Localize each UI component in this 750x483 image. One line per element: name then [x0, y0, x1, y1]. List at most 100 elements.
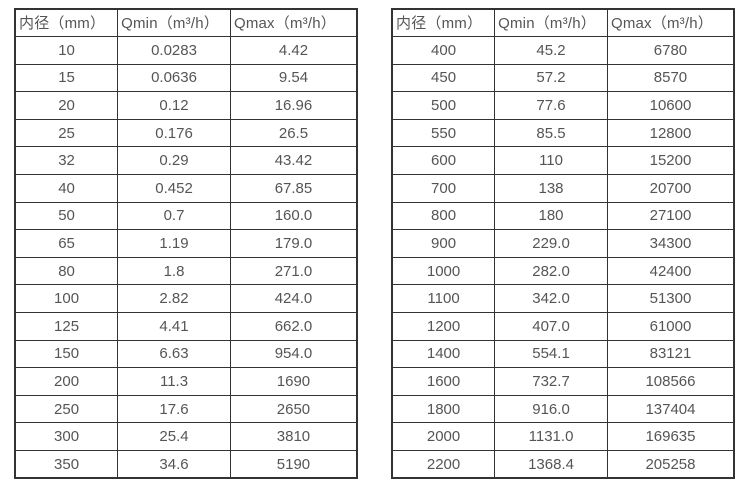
table-cell: 25.4: [117, 422, 231, 451]
table-cell: 77.6: [494, 91, 608, 120]
table-row: 450 57.2 8570: [391, 63, 735, 93]
table-row: 200 11.3 1690: [14, 367, 358, 396]
table-cell: 34.6: [117, 450, 231, 479]
table-cell: 2200: [391, 450, 496, 479]
table-cell: 20: [14, 91, 119, 120]
table-header: 内径（mm） Qmin（m³/h） Qmax（m³/h）: [14, 8, 358, 38]
table-cell: 15: [14, 63, 119, 93]
table-cell: 1400: [391, 339, 496, 369]
table-row: 80 1.8 271.0: [14, 256, 358, 286]
table-row: 65 1.19 179.0: [14, 229, 358, 258]
table-cell: 1131.0: [494, 422, 608, 451]
table-cell: 6780: [606, 36, 735, 65]
table-row: 32 0.29 43.42: [14, 146, 358, 176]
table-cell: 4.42: [229, 36, 358, 65]
table-row: 2200 1368.4 205258: [391, 450, 735, 479]
table-body: 10 0.0283 4.42 15 0.0636 9.54 20 0.12 16.96 25 0.1…: [14, 36, 358, 479]
table-cell: 26.5: [229, 118, 358, 148]
table-cell: 12800: [606, 118, 735, 148]
table-cell: 32: [14, 146, 119, 176]
table-cell: 179.0: [229, 229, 358, 258]
table-cell: 250: [14, 394, 119, 424]
table-cell: 407.0: [494, 312, 608, 341]
table-cell: 17.6: [117, 394, 231, 424]
table-cell: 424.0: [229, 284, 358, 314]
table-cell: 1600: [391, 367, 496, 396]
table-cell: 700: [391, 174, 496, 203]
table-row: 25 0.176 26.5: [14, 118, 358, 148]
table-row: 550 85.5 12800: [391, 118, 735, 148]
table-cell: 916.0: [494, 394, 608, 424]
table-cell: 1100: [391, 284, 496, 314]
table-cell: 45.2: [494, 36, 608, 65]
table-row: 400 45.2 6780: [391, 36, 735, 65]
table-cell: 8570: [606, 63, 735, 93]
table-cell: 25: [14, 118, 119, 148]
table-cell: 5190: [229, 450, 358, 479]
table-cell: 169635: [606, 422, 735, 451]
table-cell: 954.0: [229, 339, 358, 369]
table-cell: 350: [14, 450, 119, 479]
table-cell: 229.0: [494, 229, 608, 258]
table-row: 1200 407.0 61000: [391, 312, 735, 341]
table-cell: 61000: [606, 312, 735, 341]
table-cell: 137404: [606, 394, 735, 424]
flow-rate-table-small-diameters: 内径（mm） Qmin（m³/h） Qmax（m³/h） 10 0.0283 4.42 1…: [14, 8, 358, 480]
table-cell: 65: [14, 229, 119, 258]
table-cell: 2650: [229, 394, 358, 424]
table-cell: 3810: [229, 422, 358, 451]
table-row: 125 4.41 662.0: [14, 312, 358, 341]
table-cell: 160.0: [229, 201, 358, 231]
table-row: 300 25.4 3810: [14, 422, 358, 451]
table-cell: 83121: [606, 339, 735, 369]
table-cell: 43.42: [229, 146, 358, 176]
table-row: 600 110 15200: [391, 146, 735, 176]
table-cell: 80: [14, 256, 119, 286]
table-row: 2000 1131.0 169635: [391, 422, 735, 451]
table-row: 1800 916.0 137404: [391, 394, 735, 424]
column-header: Qmax（m³/h）: [606, 8, 735, 38]
table-cell: 50: [14, 201, 119, 231]
flow-rate-table-large-diameters: 内径（mm） Qmin（m³/h） Qmax（m³/h） 400 45.2 6780 45…: [391, 8, 735, 480]
header-row: 内径（mm） Qmin（m³/h） Qmax（m³/h）: [14, 8, 358, 38]
table-cell: 2.82: [117, 284, 231, 314]
column-header: Qmin（m³/h）: [494, 8, 608, 38]
table-cell: 42400: [606, 256, 735, 286]
table-cell: 0.0636: [117, 63, 231, 93]
table-cell: 110: [494, 146, 608, 176]
table-row: 150 6.63 954.0: [14, 339, 358, 369]
table-header: 内径（mm） Qmin（m³/h） Qmax（m³/h）: [391, 8, 735, 38]
table-cell: 1.19: [117, 229, 231, 258]
table-cell: 1800: [391, 394, 496, 424]
table-cell: 1200: [391, 312, 496, 341]
table-cell: 15200: [606, 146, 735, 176]
column-header: 内径（mm）: [391, 8, 496, 38]
table-cell: 9.54: [229, 63, 358, 93]
table-cell: 450: [391, 63, 496, 93]
table-cell: 205258: [606, 450, 735, 479]
table-cell: 900: [391, 229, 496, 258]
table-cell: 20700: [606, 174, 735, 203]
table-body: 400 45.2 6780 450 57.2 8570 500 77.6 10600 550 85.…: [391, 36, 735, 479]
table-cell: 180: [494, 201, 608, 231]
table-cell: 550: [391, 118, 496, 148]
table-cell: 40: [14, 174, 119, 203]
table-cell: 0.0283: [117, 36, 231, 65]
column-header: Qmax（m³/h）: [229, 8, 358, 38]
table-cell: 34300: [606, 229, 735, 258]
table-cell: 16.96: [229, 91, 358, 120]
table-row: 1100 342.0 51300: [391, 284, 735, 314]
table-cell: 2000: [391, 422, 496, 451]
table-row: 350 34.6 5190: [14, 450, 358, 479]
table-cell: 732.7: [494, 367, 608, 396]
table-cell: 4.41: [117, 312, 231, 341]
table-cell: 138: [494, 174, 608, 203]
table-cell: 0.29: [117, 146, 231, 176]
table-cell: 600: [391, 146, 496, 176]
column-header: 内径（mm）: [14, 8, 119, 38]
table-cell: 0.12: [117, 91, 231, 120]
table-row: 250 17.6 2650: [14, 394, 358, 424]
table-row: 10 0.0283 4.42: [14, 36, 358, 65]
table-row: 1000 282.0 42400: [391, 256, 735, 286]
